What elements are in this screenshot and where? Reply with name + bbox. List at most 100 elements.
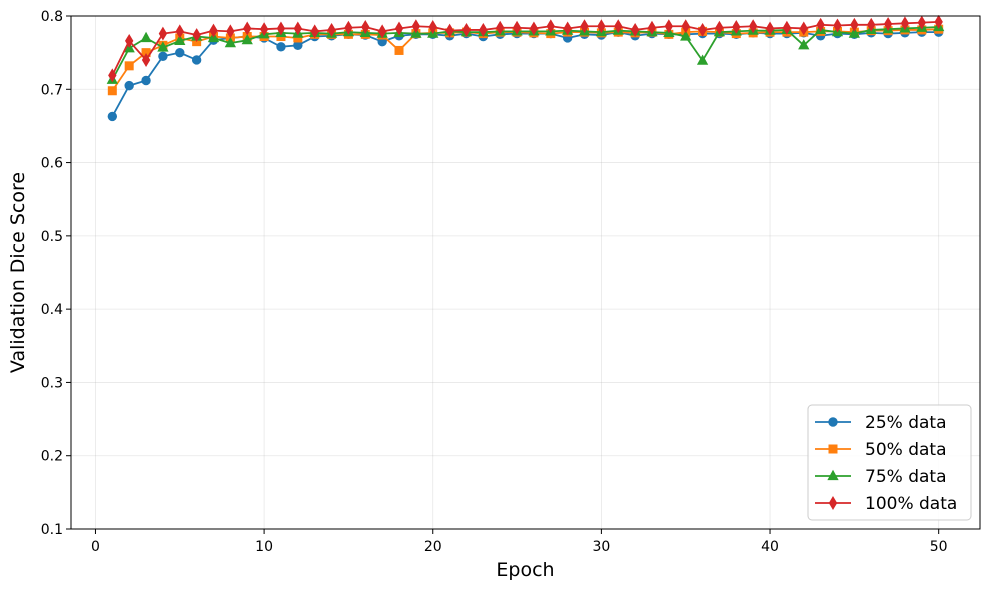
y-tick-label: 0.1	[41, 522, 63, 538]
data-point	[175, 24, 184, 39]
data-point	[647, 20, 657, 35]
data-point	[715, 20, 724, 35]
y-tick-label: 0.5	[41, 229, 63, 245]
data-point	[848, 27, 861, 38]
data-point	[529, 21, 539, 36]
legend-label: 100% data	[865, 494, 957, 514]
data-point	[664, 19, 674, 34]
y-tick-label: 0.8	[41, 9, 63, 25]
y-tick-label: 0.6	[41, 156, 63, 172]
data-point	[546, 19, 555, 34]
data-point	[782, 20, 792, 35]
data-point	[157, 41, 169, 52]
data-point	[175, 47, 185, 58]
data-point	[124, 80, 134, 91]
x-tick-label: 50	[930, 539, 948, 555]
series-layer	[106, 14, 945, 122]
data-point	[850, 17, 859, 32]
data-point	[765, 21, 775, 36]
legend-label: 75% data	[865, 467, 946, 487]
data-point	[344, 20, 353, 35]
data-point	[394, 45, 404, 55]
data-point	[479, 22, 488, 37]
data-point	[798, 39, 810, 50]
data-point	[630, 22, 640, 37]
series-100pct-data	[108, 14, 943, 83]
ticks: 0 10 20 30 40 50 0.1 0.2 0.3 0.4 0.5 0.6 0.7 0.8	[41, 9, 948, 555]
data-point	[833, 18, 842, 33]
data-point	[496, 20, 505, 35]
legend: 25% data 50% data 75% data 100% data	[807, 404, 972, 521]
legend-label: 50% data	[865, 440, 946, 460]
legend-item: 50% data	[815, 440, 946, 460]
x-tick-label: 30	[592, 539, 610, 555]
data-point	[748, 19, 758, 34]
data-point	[141, 52, 151, 67]
data-point	[361, 20, 370, 34]
data-point	[293, 21, 303, 36]
x-tick-label: 40	[761, 539, 779, 555]
legend-marker	[827, 469, 839, 481]
data-point	[512, 20, 522, 35]
x-axis-label: Epoch	[496, 559, 554, 581]
y-tick-label: 0.3	[41, 375, 63, 391]
data-point	[327, 22, 336, 37]
data-point	[411, 19, 421, 34]
data-point	[107, 86, 117, 96]
data-point	[259, 22, 269, 37]
data-point	[124, 33, 134, 48]
data-point	[310, 24, 319, 39]
legend-item: 75% data	[815, 467, 946, 487]
data-point	[816, 17, 825, 32]
data-point	[917, 15, 927, 30]
data-point	[428, 20, 437, 34]
x-tick-label: 10	[255, 539, 273, 555]
data-point	[224, 36, 237, 48]
data-point	[597, 19, 606, 34]
data-point	[445, 23, 454, 38]
data-point	[124, 61, 134, 71]
data-point	[934, 14, 943, 29]
data-point	[140, 31, 152, 43]
data-point	[867, 17, 876, 32]
y-axis-label: Validation Dice Score	[7, 172, 29, 373]
data-point	[226, 24, 235, 39]
data-point	[580, 19, 589, 34]
x-tick-label: 0	[91, 539, 100, 555]
y-tick-label: 0.2	[41, 449, 63, 465]
data-point	[107, 111, 118, 122]
data-point	[462, 22, 471, 37]
data-point	[681, 19, 690, 34]
data-point	[563, 21, 572, 36]
data-point	[158, 51, 168, 62]
legend-item: 100% data	[815, 494, 957, 514]
legend-marker	[828, 444, 838, 454]
data-point	[614, 19, 623, 34]
data-point	[241, 33, 253, 45]
data-point	[883, 17, 893, 32]
data-point	[377, 24, 387, 39]
data-point	[680, 30, 692, 41]
plot-frame	[70, 15, 981, 530]
x-tick-label: 20	[424, 539, 442, 555]
data-point	[191, 55, 202, 65]
data-point	[108, 68, 117, 83]
data-point	[243, 21, 252, 36]
data-point	[209, 23, 218, 38]
data-point	[799, 21, 808, 36]
y-tick-label: 0.4	[41, 302, 63, 318]
data-point	[698, 22, 707, 37]
data-point	[900, 16, 910, 31]
legend-marker	[828, 417, 838, 427]
legend-frame	[807, 404, 972, 521]
legend-marker	[828, 496, 838, 510]
data-point	[141, 75, 151, 86]
data-point	[174, 34, 186, 46]
data-point	[696, 54, 709, 65]
legend-label: 25% data	[865, 413, 946, 433]
data-point	[276, 42, 286, 52]
data-point	[158, 26, 168, 41]
data-point	[394, 21, 404, 36]
y-tick-label: 0.7	[41, 82, 63, 98]
